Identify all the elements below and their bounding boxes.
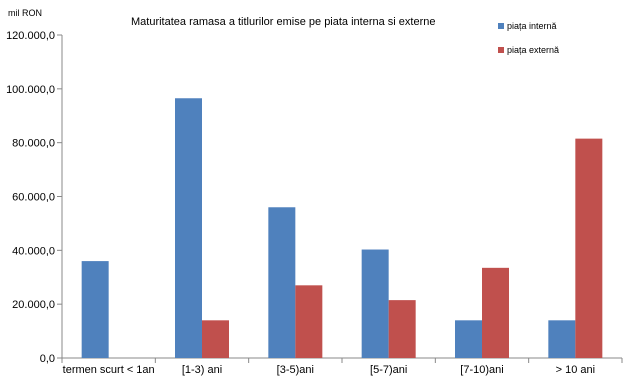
bar-externa (482, 267, 509, 358)
legend-label: piața internă (507, 21, 557, 31)
legend-swatch (498, 23, 504, 29)
y-tick-label: 20.000,0 (12, 299, 55, 311)
x-tick-label: termen scurt < 1an (63, 364, 155, 376)
bar-interna (81, 261, 109, 358)
bar-externa (575, 138, 603, 358)
x-tick-label: [1-3) ani (182, 364, 222, 376)
legend-swatch (498, 47, 504, 53)
y-axis: 0,0 20.000,0 40.000,0 60.000,0 80.000,0 100.0… (6, 30, 63, 365)
y-tick-label: 100.000,0 (6, 84, 55, 96)
legend-label: piața externă (507, 45, 559, 55)
y-tick-label: 120.000,0 (6, 30, 55, 42)
x-tick-label: [3-5)ani (277, 364, 314, 376)
y-tick-label: 80.000,0 (12, 138, 55, 150)
bar-externa (202, 320, 229, 358)
chart-title: Maturitatea ramasa a titlurilor emise pe… (131, 16, 435, 28)
x-tick-label: > 10 ani (556, 364, 595, 376)
y-tick-label: 40.000,0 (12, 245, 55, 257)
bar-interna (361, 249, 389, 358)
legend: piața internă piața externă (498, 21, 559, 55)
y-tick-label: 0,0 (40, 353, 55, 365)
bar-interna (455, 320, 482, 358)
bar-interna (268, 207, 296, 358)
bar-interna (548, 320, 576, 358)
bar-externa (388, 300, 416, 358)
y-tick-label: 60.000,0 (12, 192, 55, 204)
bars (81, 98, 603, 359)
x-tick-label: [5-7)ani (370, 364, 407, 376)
x-axis: termen scurt < 1an [1-3) ani [3-5)ani [5-7)… (61, 357, 623, 376)
bar-externa (295, 285, 323, 358)
unit-label: mil RON (8, 8, 42, 18)
x-tick-label: [7-10)ani (460, 364, 503, 376)
bar-interna (175, 98, 202, 359)
